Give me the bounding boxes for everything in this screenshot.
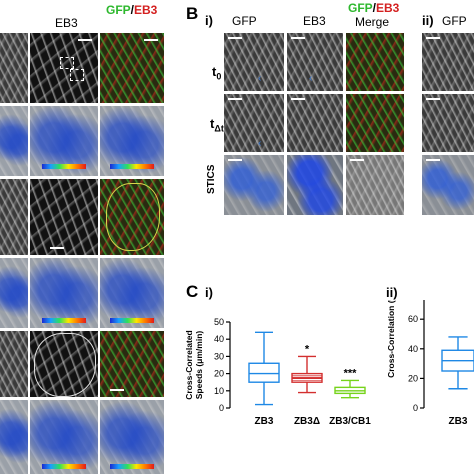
panel-b-tdt-gfp: ‹ xyxy=(224,94,284,152)
arrow-icon: ‹ xyxy=(258,73,262,84)
category-label: ZB3 xyxy=(449,416,468,427)
y-tick-label: 40 xyxy=(214,334,224,344)
category-label: ZB3Δ xyxy=(294,416,320,427)
panel-b-row-t0: t0 xyxy=(212,64,222,82)
category-label: ZB3 xyxy=(255,416,274,427)
panel-a-merge-eb3: EB3 xyxy=(134,3,158,17)
panel-a-eb3-header: EB3 xyxy=(55,16,78,30)
panel-a-row3-eb3 xyxy=(30,179,98,255)
panel-a-row2-merge xyxy=(100,106,164,176)
panel-c-sub-i: i) xyxy=(205,285,213,300)
panel-a-row4-eb3 xyxy=(30,258,98,328)
panel-a-row6-merge xyxy=(100,400,164,474)
panel-b-col-gfp: GFP xyxy=(232,14,257,28)
panel-a-merge-gfp: GFP xyxy=(106,3,131,17)
box-ZB3Δ xyxy=(291,355,323,394)
box-ZB3 xyxy=(441,336,474,390)
panel-a-row4-gfp xyxy=(0,258,28,328)
panel-b-tdt-eb3 xyxy=(287,94,343,152)
panel-b-letter: B xyxy=(186,4,199,23)
panel-b-ii-t0 xyxy=(422,33,474,91)
panel-b-row-tdt: tΔt xyxy=(210,116,224,134)
panel-a-merge-header: GFP/EB3 xyxy=(106,3,157,17)
panel-b-t0-merge xyxy=(346,33,404,91)
panel-a-row3-gfp xyxy=(0,179,28,255)
roi-box-1 xyxy=(60,57,74,69)
significance-label: *** xyxy=(344,367,358,379)
box-iqr xyxy=(248,362,280,383)
y-axis-label: Cross-Correlation (%) xyxy=(386,300,396,378)
panel-b-t0-eb3: ‹ xyxy=(287,33,343,91)
box-ZB3 xyxy=(248,331,280,406)
y-tick-label: 0 xyxy=(413,403,418,413)
panel-a-row2-eb3 xyxy=(30,106,98,176)
panel-b-ii-tdt xyxy=(422,94,474,152)
panel-b-row-stics: STICS xyxy=(206,164,217,194)
category-label: ZB3/CB1 xyxy=(329,416,371,427)
panel-b-sub-i: i) xyxy=(205,13,213,28)
panel-b-col-gfp-ii: GFP xyxy=(442,14,467,28)
panel-b-ii-stics xyxy=(422,155,474,215)
y-tick-label: 50 xyxy=(214,317,224,327)
panel-a-row5-merge xyxy=(100,331,164,397)
chart-speeds: 0 10 20 30 40 50 Cross-CorrelatedSpeeds (μm/mi… xyxy=(184,317,371,427)
panel-c-letter: C xyxy=(186,282,199,301)
panel-a-row6-gfp xyxy=(0,400,28,474)
y-tick-label: 0 xyxy=(219,403,224,413)
panel-a-row1-eb3 xyxy=(30,33,98,103)
panel-a-row1-merge xyxy=(100,33,164,103)
y-tick-label: 10 xyxy=(214,386,224,396)
y-tick-label: 20 xyxy=(408,373,418,383)
y-tick-label: 40 xyxy=(408,344,418,354)
chart-cross-correlation: 020406080100Cross-Correlation (%)ZB3 xyxy=(386,300,474,427)
y-tick-label: 60 xyxy=(408,314,418,324)
panel-a-row2-gfp xyxy=(0,106,28,176)
panel-a-merge-slash: / xyxy=(130,3,135,17)
panel-b-stics-eb3 xyxy=(287,155,343,215)
panel-a-row5-eb3 xyxy=(30,331,98,397)
significance-label: * xyxy=(305,343,310,355)
panel-b-merge-colored: GFP/EB3 xyxy=(348,1,399,15)
panel-c-sub-ii: ii) xyxy=(386,285,398,300)
panel-b-merge-gfp: GFP xyxy=(348,1,373,15)
panel-a-row5-gfp xyxy=(0,331,28,397)
panel-b-stics-merge xyxy=(346,155,404,215)
panel-a-row6-eb3 xyxy=(30,400,98,474)
panel-b-tdt-merge xyxy=(346,94,404,152)
box-ZB3/CB1 xyxy=(334,379,366,399)
arrow-icon: ‹ xyxy=(309,73,313,84)
y-tick-label: 20 xyxy=(214,369,224,379)
roi-box-2 xyxy=(70,69,84,81)
panel-a-row4-merge xyxy=(100,258,164,328)
panel-b-col-merge: Merge xyxy=(355,15,390,29)
panel-b-sub-ii: ii) xyxy=(422,13,434,28)
panel-b-stics-gfp xyxy=(224,155,284,215)
panel-a-row3-merge xyxy=(100,179,164,255)
y-tick-label: 30 xyxy=(214,351,224,361)
panel-b-col-eb3: EB3 xyxy=(303,14,326,28)
panel-b-merge-slash: / xyxy=(372,1,377,15)
arrow-icon: ‹ xyxy=(258,138,262,149)
panel-b-t0-gfp: ‹ xyxy=(224,33,284,91)
panel-a-row1-gfp xyxy=(0,33,28,103)
y-axis-label: Cross-CorrelatedSpeeds (μm/min) xyxy=(184,330,204,399)
panel-b-merge-eb3: EB3 xyxy=(376,1,400,15)
